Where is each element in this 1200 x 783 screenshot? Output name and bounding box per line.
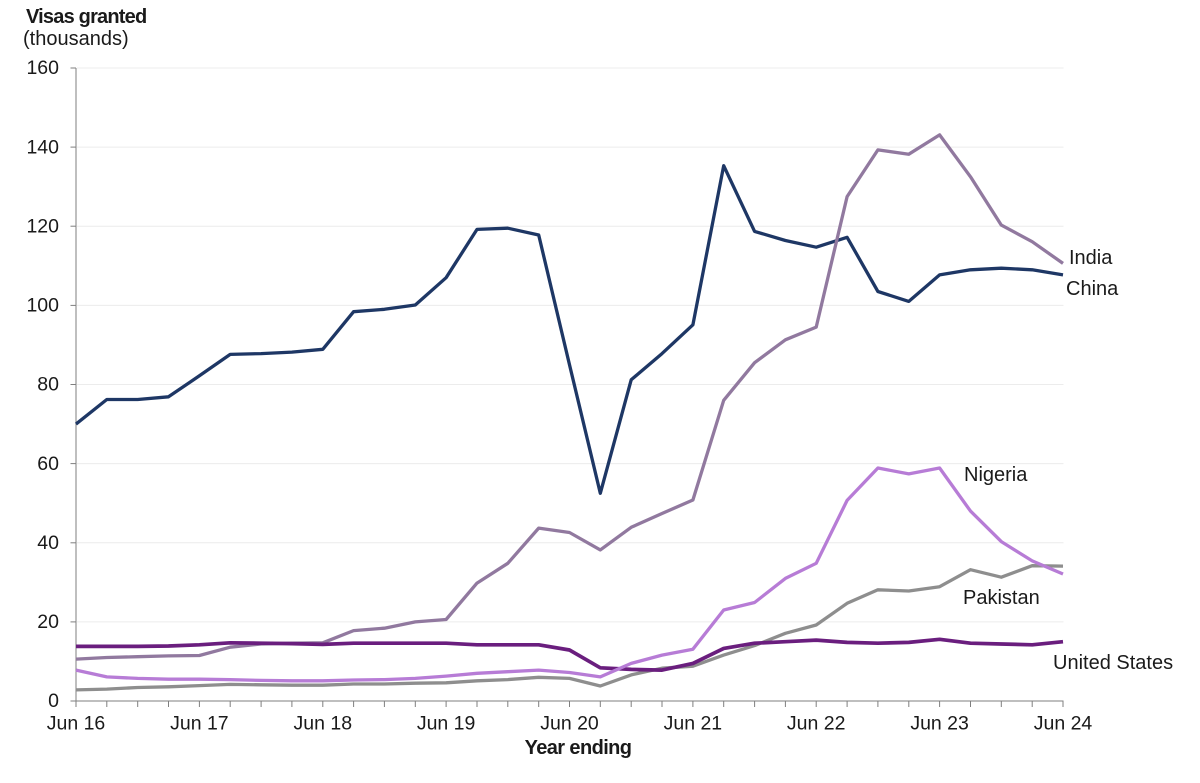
- svg-text:Year ending: Year ending: [525, 737, 632, 759]
- svg-text:Jun 20: Jun 20: [540, 713, 599, 735]
- svg-text:160: 160: [26, 57, 59, 79]
- svg-text:Jun 18: Jun 18: [294, 713, 353, 735]
- svg-text:Jun 24: Jun 24: [1034, 713, 1093, 735]
- svg-text:Nigeria: Nigeria: [964, 464, 1028, 486]
- svg-text:Jun 17: Jun 17: [170, 713, 229, 735]
- svg-text:Pakistan: Pakistan: [963, 587, 1040, 609]
- svg-text:Jun 21: Jun 21: [664, 713, 723, 735]
- svg-text:Jun 23: Jun 23: [910, 713, 969, 735]
- svg-text:(thousands): (thousands): [23, 28, 129, 50]
- svg-text:India: India: [1069, 247, 1113, 269]
- svg-text:0: 0: [48, 690, 59, 712]
- svg-text:20: 20: [37, 611, 59, 633]
- svg-text:United States: United States: [1053, 652, 1173, 674]
- svg-text:120: 120: [26, 215, 59, 237]
- svg-text:40: 40: [37, 532, 59, 554]
- svg-text:China: China: [1066, 278, 1119, 300]
- svg-text:80: 80: [37, 374, 59, 396]
- svg-text:140: 140: [26, 136, 59, 158]
- svg-text:Jun 22: Jun 22: [787, 713, 846, 735]
- svg-text:100: 100: [26, 295, 59, 317]
- svg-text:60: 60: [37, 453, 59, 475]
- svg-text:Visas granted: Visas granted: [26, 6, 146, 28]
- svg-text:Jun 19: Jun 19: [417, 713, 476, 735]
- svg-text:Jun 16: Jun 16: [47, 713, 106, 735]
